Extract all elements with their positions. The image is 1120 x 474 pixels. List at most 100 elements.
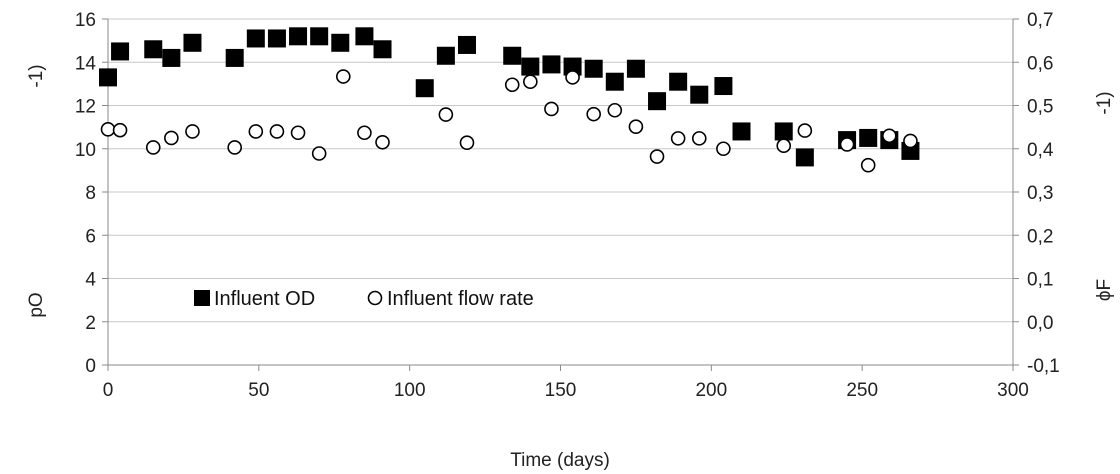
data-point-influent-flow-rate xyxy=(459,135,475,150)
series-influent-flow-rate xyxy=(100,69,918,173)
data-point-influent-flow-rate xyxy=(882,128,897,144)
data-point-influent-od xyxy=(267,29,286,48)
legend-label-influent-od: Influent OD xyxy=(214,288,315,310)
data-point-influent-od xyxy=(436,46,455,65)
data-point-influent-flow-rate xyxy=(112,122,128,138)
data-point-influent-od xyxy=(310,27,329,46)
left-tick-label: 0 xyxy=(85,356,96,377)
data-point-influent-od xyxy=(626,59,645,78)
data-point-influent-flow-rate xyxy=(839,137,855,152)
x-tick-label: 50 xyxy=(248,380,269,401)
data-point-influent-od xyxy=(521,57,540,76)
data-point-influent-od xyxy=(563,57,582,76)
series-influent-od xyxy=(99,27,920,167)
left-axis-title-fragment-group: -1) xyxy=(26,64,47,87)
data-point-influent-flow-rate xyxy=(797,123,813,138)
left-tick-label: 14 xyxy=(75,53,97,74)
right-axis-title: ϕF xyxy=(1094,279,1115,301)
data-point-influent-od xyxy=(246,29,265,48)
data-point-influent-flow-rate xyxy=(860,157,876,173)
data-point-influent-flow-rate xyxy=(649,149,665,164)
right-axis-title-fragment: -1) xyxy=(1094,91,1115,114)
right-tick-label: 0,2 xyxy=(1027,226,1053,247)
data-point-influent-flow-rate xyxy=(248,124,264,139)
x-axis-title: Time (days) xyxy=(510,450,610,471)
right-tick-label: -0,1 xyxy=(1027,356,1060,377)
legend-marker-influent-od xyxy=(194,290,210,306)
right-tick-label: 0,3 xyxy=(1027,183,1053,204)
data-point-influent-flow-rate xyxy=(311,146,327,161)
right-axis-title-fragment-group: -1) xyxy=(1094,91,1115,114)
x-tick-label: 100 xyxy=(394,380,426,401)
legend: Influent OD Influent flow rate xyxy=(194,288,534,310)
data-point-influent-od xyxy=(162,48,181,67)
right-tick-label: 0,7 xyxy=(1027,10,1053,31)
data-point-influent-od xyxy=(457,35,476,54)
x-tick-label: 200 xyxy=(695,380,727,401)
data-point-influent-flow-rate xyxy=(586,106,601,122)
left-tick-label: 8 xyxy=(85,183,96,204)
right-tick-label: 0,4 xyxy=(1027,140,1054,161)
data-point-influent-od xyxy=(648,92,667,111)
x-tick-label: 300 xyxy=(997,380,1029,401)
right-tick-label: 0,5 xyxy=(1027,97,1053,118)
data-point-influent-od xyxy=(225,48,244,67)
data-point-influent-flow-rate xyxy=(628,119,644,134)
data-point-influent-flow-rate xyxy=(269,124,285,139)
x-tick-label: 250 xyxy=(846,380,878,401)
left-tick-label: 2 xyxy=(85,313,96,334)
data-point-influent-od xyxy=(415,79,434,98)
data-point-influent-od xyxy=(111,42,130,61)
right-tick-label: 0,0 xyxy=(1027,313,1053,334)
data-point-influent-od xyxy=(542,55,561,74)
data-point-influent-od xyxy=(503,46,522,65)
left-axis-title-main: pO xyxy=(26,292,47,317)
data-point-influent-od xyxy=(355,27,374,46)
left-tick-label: 10 xyxy=(75,140,96,161)
data-point-influent-od xyxy=(99,68,117,87)
tick-labels: 0 -0,1 2 0,0 4 0,1 6 0,2 8 0,3 10 0,4 12 0,5 14 0,6 16 0,… xyxy=(75,10,1060,401)
data-point-influent-flow-rate xyxy=(523,74,538,90)
data-point-influent-flow-rate xyxy=(504,77,520,93)
x-tick-label: 0 xyxy=(103,380,114,401)
data-point-influent-flow-rate xyxy=(145,140,161,155)
data-point-influent-flow-rate xyxy=(290,125,306,141)
data-point-influent-flow-rate xyxy=(100,121,116,137)
left-axis-title-fragment: -1) xyxy=(26,64,47,87)
data-point-influent-od xyxy=(144,40,163,59)
data-point-influent-od xyxy=(732,122,751,141)
data-point-influent-flow-rate xyxy=(438,107,454,122)
data-point-influent-flow-rate xyxy=(565,70,580,85)
data-point-influent-od xyxy=(605,72,624,91)
gridlines xyxy=(108,18,1013,366)
left-tick-label: 6 xyxy=(85,226,96,247)
right-tick-label: 0,6 xyxy=(1027,53,1053,74)
data-point-influent-od xyxy=(183,33,202,52)
axes xyxy=(102,18,1019,371)
data-point-influent-flow-rate xyxy=(691,131,707,146)
legend-marker-influent-flow-rate xyxy=(367,290,383,306)
data-point-influent-flow-rate xyxy=(544,101,559,117)
data-point-influent-od xyxy=(714,77,733,96)
data-point-influent-flow-rate xyxy=(227,140,242,155)
data-point-influent-od xyxy=(669,72,688,91)
data-point-influent-od xyxy=(289,27,308,46)
data-point-influent-flow-rate xyxy=(903,133,918,149)
data-point-influent-od xyxy=(331,33,350,52)
legend-label-influent-flow-rate: Influent flow rate xyxy=(387,288,534,310)
data-point-influent-od xyxy=(859,128,878,147)
right-axis-title-main: ϕF xyxy=(1094,279,1115,301)
data-point-influent-flow-rate xyxy=(776,138,792,154)
data-point-influent-flow-rate xyxy=(375,134,390,150)
data-point-influent-flow-rate xyxy=(357,125,372,141)
left-tick-label: 4 xyxy=(85,270,96,291)
data-point-influent-flow-rate xyxy=(185,124,200,139)
data-point-influent-flow-rate xyxy=(164,130,179,146)
data-point-influent-od xyxy=(774,122,793,141)
x-tick-label: 150 xyxy=(545,380,577,401)
data-point-influent-flow-rate xyxy=(670,131,686,146)
data-point-influent-flow-rate xyxy=(716,141,731,157)
data-point-influent-od xyxy=(795,148,814,167)
left-axis-title: pO xyxy=(26,292,47,317)
